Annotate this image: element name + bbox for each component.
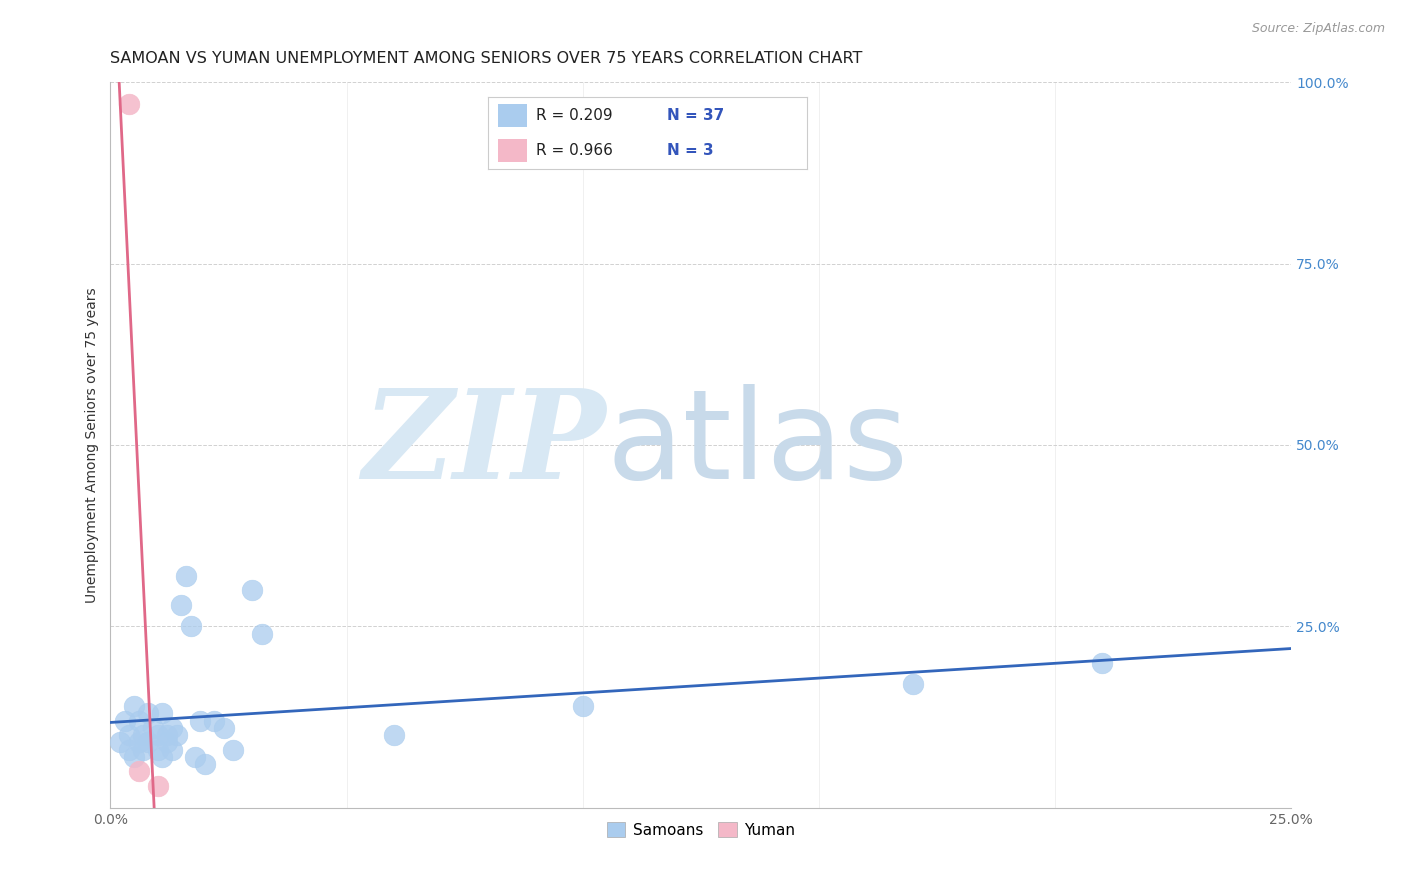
Point xyxy=(240,583,263,598)
Point xyxy=(128,714,150,728)
Point xyxy=(180,619,202,633)
Point xyxy=(146,742,169,756)
Point xyxy=(160,721,183,735)
Point xyxy=(146,728,169,742)
Point xyxy=(146,779,169,793)
Point xyxy=(250,626,273,640)
Point xyxy=(122,750,145,764)
Point xyxy=(903,677,925,691)
Point xyxy=(150,706,173,721)
Point xyxy=(128,764,150,779)
Text: SAMOAN VS YUMAN UNEMPLOYMENT AMONG SENIORS OVER 75 YEARS CORRELATION CHART: SAMOAN VS YUMAN UNEMPLOYMENT AMONG SENIO… xyxy=(111,51,863,66)
Text: ZIP: ZIP xyxy=(363,384,606,506)
Point xyxy=(150,750,173,764)
Point xyxy=(571,699,593,714)
Point xyxy=(170,598,193,612)
Point xyxy=(128,735,150,749)
Point xyxy=(202,714,225,728)
Point xyxy=(174,568,197,582)
Point xyxy=(382,728,405,742)
Point xyxy=(166,728,188,742)
Point xyxy=(108,735,131,749)
Point xyxy=(136,706,159,721)
Point xyxy=(156,728,179,742)
Point xyxy=(160,742,183,756)
Text: Source: ZipAtlas.com: Source: ZipAtlas.com xyxy=(1251,22,1385,36)
Point xyxy=(122,699,145,714)
Point xyxy=(142,721,165,735)
Legend: Samoans, Yuman: Samoans, Yuman xyxy=(600,815,801,844)
Y-axis label: Unemployment Among Seniors over 75 years: Unemployment Among Seniors over 75 years xyxy=(86,287,100,603)
Point xyxy=(136,735,159,749)
Point xyxy=(114,714,136,728)
Text: atlas: atlas xyxy=(606,384,908,506)
Point xyxy=(118,96,141,111)
Point xyxy=(212,721,235,735)
Point xyxy=(132,728,155,742)
Point xyxy=(188,714,211,728)
Point xyxy=(1091,656,1114,670)
Point xyxy=(118,742,141,756)
Point xyxy=(132,742,155,756)
Point xyxy=(222,742,245,756)
Point xyxy=(156,735,179,749)
Point xyxy=(194,757,217,772)
Point xyxy=(118,728,141,742)
Point xyxy=(184,750,207,764)
